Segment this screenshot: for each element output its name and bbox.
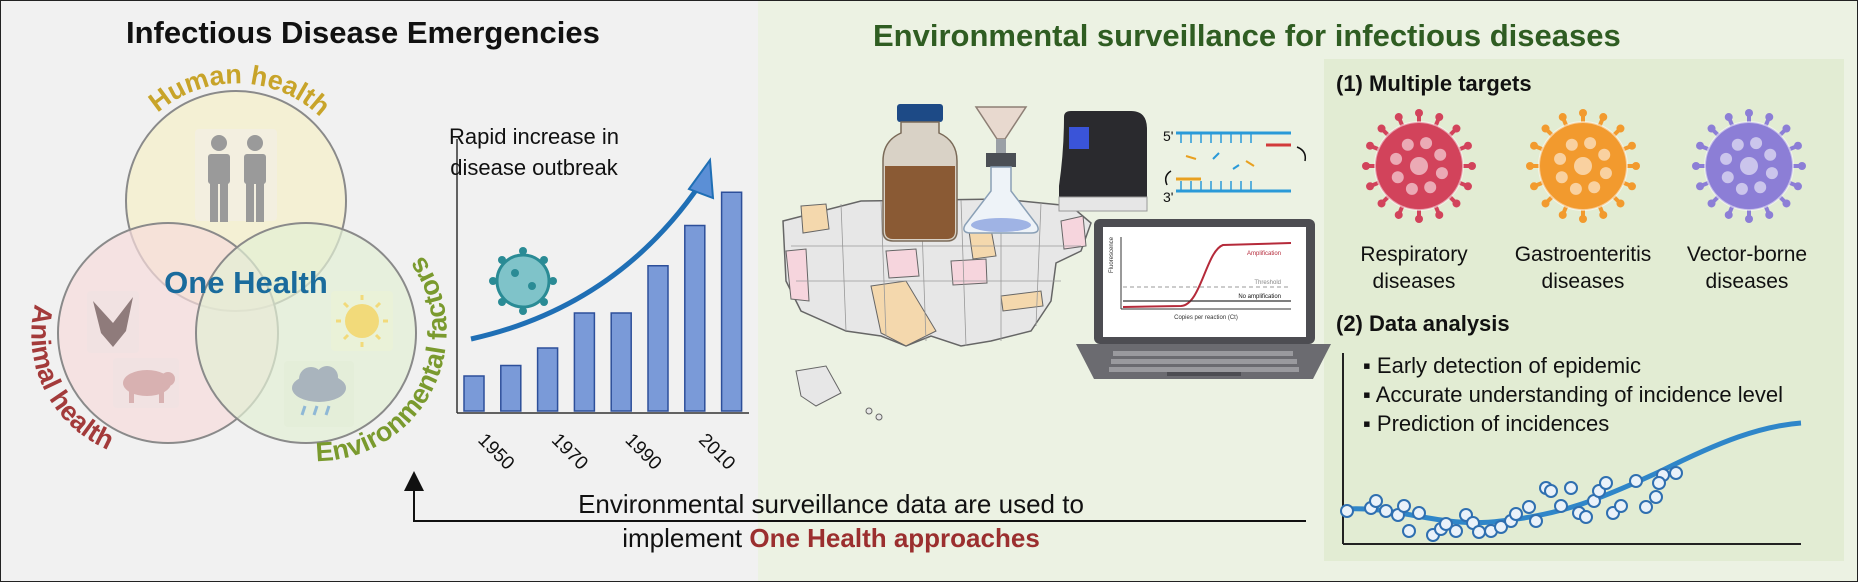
x-tick-label: 1970 <box>547 430 592 475</box>
analysis-bullet-text: Accurate understanding of incidence leve… <box>1375 382 1783 407</box>
bar <box>610 312 632 412</box>
qpcr-machine-icon <box>1058 111 1148 212</box>
target-label-line: Gastroenteritis <box>1514 243 1652 266</box>
target-label-line: diseases <box>1372 270 1456 293</box>
analysis-heading: (2) Data analysis <box>1336 311 1510 336</box>
pathogen-icons <box>1362 109 1806 223</box>
rain-cloud-icon <box>284 361 354 427</box>
x-tick-label: 2010 <box>694 430 739 475</box>
data-point <box>1439 517 1453 531</box>
target-label-line: Vector-borne <box>1686 243 1808 266</box>
environmental-factors-circle <box>195 222 417 444</box>
bar <box>684 224 706 412</box>
data-point <box>1529 514 1543 528</box>
feedback-arrow <box>404 471 1306 522</box>
data-point <box>1554 499 1568 513</box>
right-panel-title: Environmental surveillance for infectiou… <box>873 18 1621 53</box>
incidence-plot <box>1340 353 1802 545</box>
us-map-icon <box>782 198 1092 421</box>
data-point <box>1494 520 1508 534</box>
people-icon <box>195 129 277 222</box>
feedback-prefix: implement <box>622 523 750 553</box>
data-point <box>1379 504 1393 518</box>
data-point <box>1472 525 1486 539</box>
incidence-points <box>1340 466 1683 542</box>
respiratory-virus-icon <box>1362 109 1476 223</box>
one-health-approaches-text: One Health approaches <box>749 523 1040 553</box>
data-point <box>1564 481 1578 495</box>
trend-arrow <box>470 181 704 342</box>
data-point <box>1397 499 1411 513</box>
data-point <box>1599 476 1613 490</box>
data-point <box>1579 510 1593 524</box>
target-label-line: Respiratory <box>1360 243 1468 266</box>
bar <box>573 312 596 412</box>
analysis-bullet: ▪ Early detection of epidemic <box>1363 353 1642 378</box>
filtration-flask-icon <box>963 106 1039 234</box>
amplification-y-axis-label: Fluorescence <box>1109 236 1115 273</box>
target-label-line: diseases <box>1541 270 1625 293</box>
data-point <box>1449 524 1463 538</box>
data-point <box>1340 504 1354 518</box>
no-amplification-label: No amplification <box>1238 294 1281 300</box>
one-health-label: One Health <box>164 265 328 300</box>
left-panel-title: Infectious Disease Emergencies <box>126 15 600 50</box>
x-tick-label: 1950 <box>473 430 518 475</box>
target-label-vector-borne: Vector-borne diseases <box>1674 241 1820 295</box>
analysis-bullet: ▪ Prediction of incidences <box>1363 411 1610 436</box>
incidence-trend-line <box>1345 420 1802 526</box>
analysis-bullet-text: Prediction of incidences <box>1376 411 1610 436</box>
amplification-x-axis-label: Copies per reaction (Ct) <box>1174 315 1238 321</box>
target-label-line: diseases <box>1705 270 1789 293</box>
virus-icon <box>489 247 557 315</box>
data-point <box>1649 490 1663 504</box>
bar <box>720 191 743 412</box>
feedback-text-line-1: Environmental surveillance data are used… <box>578 489 1084 519</box>
data-point <box>1522 500 1536 514</box>
data-point <box>1669 466 1683 480</box>
threshold-line-label: Threshold <box>1254 280 1281 286</box>
data-point <box>1629 474 1643 488</box>
pcr-5-prime-label: 5' <box>1163 128 1173 144</box>
chart-annotation-line-1: Rapid increase in <box>449 124 619 149</box>
amplification-curve-label: Amplification <box>1247 251 1281 257</box>
data-point <box>1509 507 1523 521</box>
data-point <box>1614 499 1628 513</box>
data-point <box>1369 494 1383 508</box>
chart-annotation-line-2: disease outbreak <box>450 155 619 180</box>
data-point <box>1412 506 1426 520</box>
data-point <box>1652 476 1666 490</box>
bat-icon <box>87 291 139 353</box>
sample-bottle-icon <box>882 104 958 242</box>
data-point <box>1402 524 1416 538</box>
trend-arrowhead <box>687 157 715 200</box>
data-point <box>1639 500 1653 514</box>
bar <box>536 347 559 412</box>
outbreak-bar-chart: 1950 1970 1990 2010 <box>456 139 749 475</box>
analysis-bullet-text: Early detection of epidemic <box>1376 353 1642 378</box>
pcr-primer-diagram: 5' 3' <box>1163 128 1307 205</box>
target-label-respiratory: Respiratory diseases <box>1344 241 1484 295</box>
pig-icon <box>113 358 179 408</box>
sun-icon <box>331 291 393 351</box>
pcr-3-prime-label: 3' <box>1163 189 1173 205</box>
laptop-icon: Fluorescence Copies per reaction (Ct) Am… <box>1076 219 1331 379</box>
bar <box>647 265 669 412</box>
vector-borne-virus-icon <box>1692 109 1806 223</box>
bar <box>500 364 522 412</box>
feedback-text-line-2: implement One Health approaches <box>501 523 1161 554</box>
x-tick-label: 1990 <box>621 430 666 475</box>
bar <box>463 375 485 412</box>
gastroenteritis-virus-icon <box>1526 109 1640 223</box>
target-label-gastroenteritis: Gastroenteritis diseases <box>1500 241 1666 295</box>
analysis-bullet: ▪ Accurate understanding of incidence le… <box>1363 382 1783 407</box>
data-point <box>1544 484 1558 498</box>
targets-heading: (1) Multiple targets <box>1336 71 1532 96</box>
